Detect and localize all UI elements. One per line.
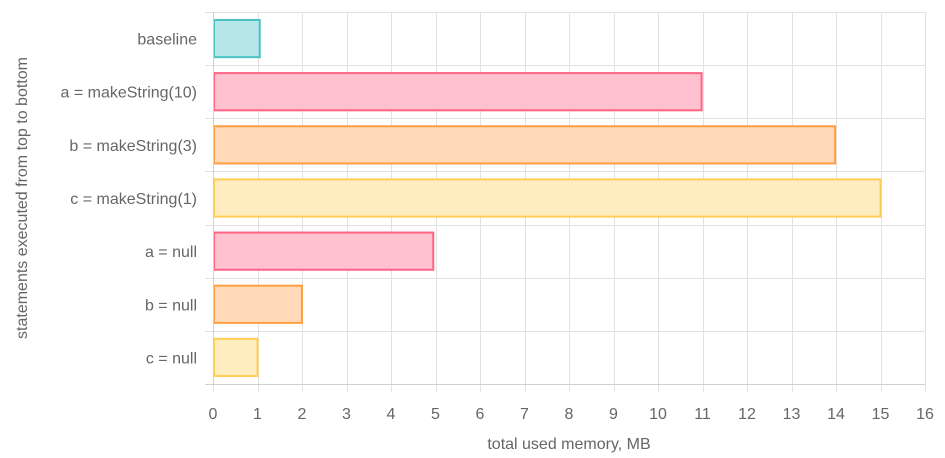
x-tick-label: 9 xyxy=(609,406,618,423)
x-tick-label: 7 xyxy=(520,406,529,423)
bar xyxy=(213,337,259,378)
bar xyxy=(213,18,261,59)
x-tick-label: 4 xyxy=(387,406,396,423)
y-tick-label: c = makeString(1) xyxy=(70,191,197,208)
x-tick-label: 15 xyxy=(872,406,890,423)
x-tick-label: 8 xyxy=(565,406,574,423)
y-tick-label: b = null xyxy=(145,297,197,314)
y-tick-label: baseline xyxy=(137,32,197,49)
axes xyxy=(205,12,926,392)
bar xyxy=(213,125,837,165)
x-axis-title: total used memory, MB xyxy=(487,436,650,453)
x-tick-label: 11 xyxy=(694,406,711,423)
y-tick-labels: baseline a = makeString(10) b = makeString… xyxy=(60,32,197,368)
x-tick-label: 13 xyxy=(783,406,801,423)
bar xyxy=(213,284,303,324)
y-tick-label: c = null xyxy=(146,350,197,367)
x-tick-label: 2 xyxy=(298,406,307,423)
x-tick-label: 5 xyxy=(431,406,440,423)
x-tick-label: 3 xyxy=(342,406,351,423)
bars xyxy=(213,18,882,378)
x-tick-label: 16 xyxy=(916,406,934,423)
x-tick-label: 0 xyxy=(209,406,218,423)
x-tick-labels: 0 1 2 3 4 5 6 7 8 9 10 11 12 13 14 15 16 xyxy=(209,406,934,423)
x-tick-label: 14 xyxy=(827,406,845,423)
x-tick-label: 1 xyxy=(253,406,262,423)
bar xyxy=(213,178,882,218)
y-axis-title: statements executed from top to bottom xyxy=(14,57,31,339)
y-tick-label: a = null xyxy=(145,244,197,261)
y-tick-label: b = makeString(3) xyxy=(69,138,197,155)
bar xyxy=(213,231,435,271)
x-tick-label: 10 xyxy=(649,406,667,423)
x-tick-label: 12 xyxy=(738,406,756,423)
x-tick-label: 6 xyxy=(476,406,485,423)
y-tick-label: a = makeString(10) xyxy=(60,85,197,102)
bar xyxy=(213,72,703,112)
